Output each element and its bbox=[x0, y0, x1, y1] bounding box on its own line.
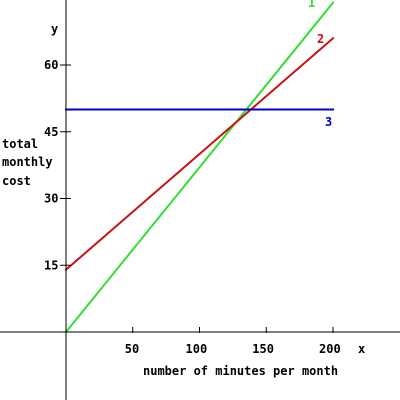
x-tick-label-150: 150 bbox=[252, 342, 274, 356]
x-tick-label-100: 100 bbox=[186, 342, 208, 356]
x-tick-label-200: 200 bbox=[319, 342, 341, 356]
y-tick-label-60: 60 bbox=[44, 58, 58, 72]
series-layer: 1 2 3 bbox=[64, 0, 335, 334]
y-axis-symbol: y bbox=[51, 22, 58, 36]
y-axis-label-line-2: monthly bbox=[2, 155, 53, 169]
series-label-2: 2 bbox=[317, 32, 324, 46]
labels-layer: x y number of minutes per month total mo… bbox=[2, 22, 365, 378]
series-line-1 bbox=[64, 1, 335, 334]
y-tick-label-15: 15 bbox=[44, 258, 58, 272]
y-tick-label-30: 30 bbox=[44, 192, 58, 206]
x-axis-symbol: x bbox=[358, 342, 365, 356]
series-line-2 bbox=[64, 36, 335, 272]
x-axis-label: number of minutes per month bbox=[143, 364, 338, 378]
y-axis-label-line-3: cost bbox=[2, 174, 31, 188]
y-tick-label-45: 45 bbox=[44, 125, 58, 139]
series-label-1: 1 bbox=[308, 0, 315, 10]
x-tick-label-50: 50 bbox=[125, 342, 139, 356]
y-axis-label-line-1: total bbox=[2, 137, 38, 151]
ticks-layer: 50 100 150 200 15 30 45 60 bbox=[44, 58, 341, 356]
series-label-3: 3 bbox=[325, 115, 332, 129]
